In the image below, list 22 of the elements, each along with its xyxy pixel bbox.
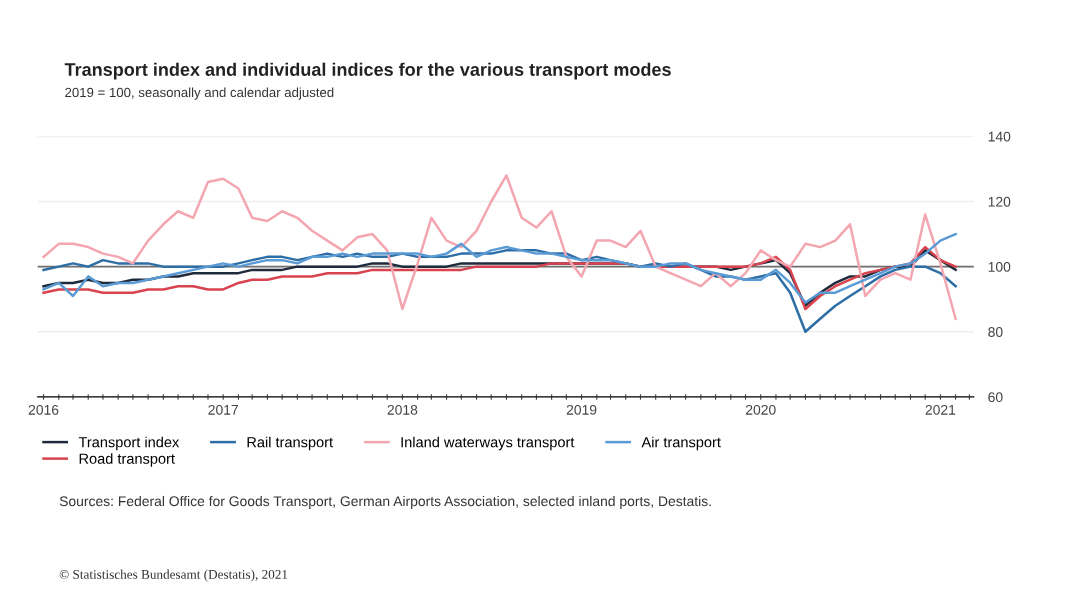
x-tick-label: 2018 (387, 404, 418, 415)
y-tick-label: 140 (988, 131, 1011, 142)
y-tick-label: 100 (988, 261, 1011, 272)
line-series (42, 174, 957, 321)
x-tick-label: 2017 (208, 404, 238, 415)
chart-subtitle: 2019 = 100, seasonally and calendar adjusted (65, 87, 334, 100)
legend-label: Air transport (641, 436, 721, 451)
legend-label: Transport index (78, 436, 180, 451)
line-series (42, 232, 957, 304)
source-note: Sources: Federal Office for Goods Transport, German Airports Association, selected inland ports, Destatis. (59, 495, 711, 509)
x-tick-label: 2020 (745, 404, 776, 415)
legend-label: Inland waterways transport (401, 436, 575, 451)
x-tick-label: 2021 (925, 404, 956, 415)
x-tick-label: 2019 (566, 404, 597, 415)
x-tick-label: 2016 (28, 404, 59, 415)
text: © Statistisches Bundesamt (Destatis), 2021 (59, 569, 288, 582)
chart-title: Transport index and individual indices for the various transport modes (64, 62, 671, 80)
y-tick-label: 120 (988, 196, 1011, 207)
y-tick-label: 80 (988, 327, 1003, 337)
legend-label: Rail transport (247, 436, 333, 451)
y-tick-label: 60 (988, 392, 1003, 403)
legend-label: Road transport (79, 453, 175, 467)
